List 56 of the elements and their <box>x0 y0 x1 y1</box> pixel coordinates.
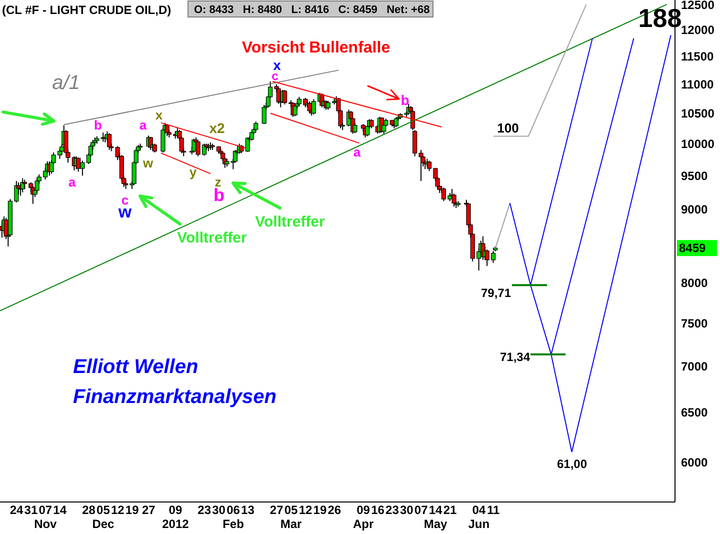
x-tick-label: 26 <box>328 503 342 517</box>
x-tick-label: 19 <box>313 503 327 517</box>
annotation: a <box>139 118 148 132</box>
y-tick-label: 12500 <box>681 0 715 12</box>
chart-subtitle: O: 8433 H: 8480 L: 8416 C: 8459 Net: +68 <box>194 4 430 16</box>
annotation: Vorsicht Bullenfalle <box>242 40 390 56</box>
annotation: y <box>189 164 198 180</box>
y-tick-label: 9000 <box>681 202 708 217</box>
y-tick-label: 7500 <box>681 316 708 330</box>
y-tick-label: 12000 <box>681 23 715 38</box>
x-tick-label: 21 <box>443 503 457 517</box>
y-tick-label: 10000 <box>681 136 715 151</box>
y-tick-label: 8000 <box>681 276 708 290</box>
annotation: 61,00 <box>556 457 588 471</box>
annotation: x <box>155 108 164 122</box>
x-tick-label: 23 <box>386 503 400 517</box>
x-tick-label: 11 <box>487 503 500 517</box>
annotation: Volltreffer <box>177 230 248 246</box>
x-tick-label: 14 <box>53 503 67 517</box>
annotation: a/1 <box>52 72 80 94</box>
chart-title: (CL #F - LIGHT CRUDE OIL,D) <box>2 3 172 17</box>
x-tick-label: 27 <box>142 503 156 517</box>
x-tick-label: 31 <box>24 503 38 517</box>
annotation: Volltreffer <box>255 214 326 230</box>
annotation: Elliott Wellen <box>73 356 198 378</box>
annotation: c <box>121 192 129 208</box>
y-tick-label: 11000 <box>681 77 714 92</box>
annotation: a <box>68 174 76 190</box>
x-tick-label: 07 <box>414 503 428 517</box>
x-tick-label: 09 2012 <box>162 503 190 531</box>
x-tick-label: 12 <box>110 503 125 517</box>
annotation: 79,71 <box>480 286 512 300</box>
x-tick-label: 28 <box>82 503 96 517</box>
x-tick-label: 24 <box>10 503 24 517</box>
annotation: x2 <box>209 120 225 136</box>
y-tick-label: 6000 <box>681 456 708 470</box>
y-tick-label: 7000 <box>681 359 708 374</box>
y-tick-label: 11500 <box>681 50 714 64</box>
text: 8459 <box>679 241 706 256</box>
x-tick-label: 13 <box>241 503 255 517</box>
x-tick-label: 30 <box>212 503 226 517</box>
x-tick-label: 12 <box>298 503 312 517</box>
annotation: a <box>353 144 362 160</box>
annotation: 71,34 <box>500 350 530 364</box>
annotation: 100 <box>497 120 519 136</box>
annotation: b <box>94 118 102 132</box>
y-tick-label: 6500 <box>681 406 708 420</box>
x-tick-label: 16 <box>371 503 385 517</box>
x-tick-label: 30 <box>400 503 414 517</box>
annotation: b <box>400 92 410 108</box>
x-tick-label: 19 <box>125 503 140 517</box>
annotation: w <box>142 156 154 170</box>
annotation: Finanzmarktanalysen <box>73 386 276 408</box>
y-tick-label: 9500 <box>681 168 708 183</box>
y-tick-label: 10500 <box>681 106 715 120</box>
x-tick-label: 23 <box>198 503 212 517</box>
